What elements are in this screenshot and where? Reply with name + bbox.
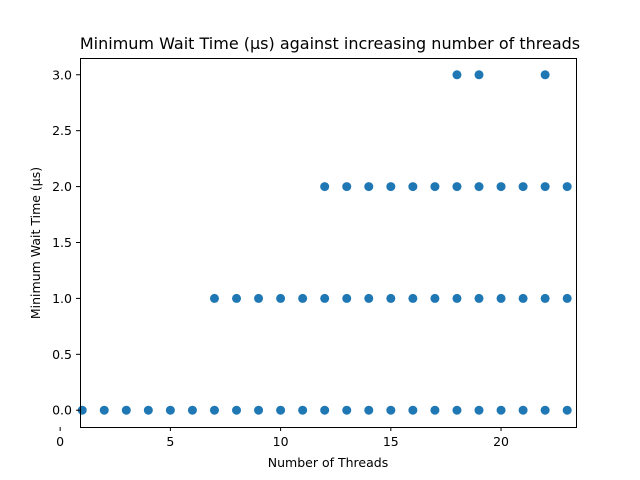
data-point <box>540 70 550 80</box>
data-point <box>430 293 440 303</box>
data-point <box>452 70 462 80</box>
data-point <box>121 405 131 415</box>
data-point <box>496 293 506 303</box>
x-tick-label: 0 <box>56 434 64 449</box>
points-layer <box>77 70 572 415</box>
data-point <box>232 293 242 303</box>
data-point <box>298 405 308 415</box>
data-point <box>364 182 374 192</box>
x-axis-label: Number of Threads <box>268 455 388 470</box>
y-tick-label: 1.0 <box>52 291 72 306</box>
data-point <box>320 182 330 192</box>
data-point <box>320 293 330 303</box>
y-tick-label: 3.0 <box>52 67 72 82</box>
data-point <box>540 293 550 303</box>
data-point <box>386 182 396 192</box>
data-point <box>254 293 264 303</box>
data-point <box>452 182 462 192</box>
data-point <box>342 293 352 303</box>
data-point <box>408 182 418 192</box>
data-point <box>99 405 109 415</box>
data-point <box>276 293 286 303</box>
chart-title: Minimum Wait Time (µs) against increasin… <box>80 34 580 53</box>
data-point <box>540 182 550 192</box>
data-point <box>254 405 264 415</box>
data-point <box>518 293 528 303</box>
plot-frame <box>80 58 577 428</box>
data-point <box>187 405 197 415</box>
data-point <box>342 405 352 415</box>
y-tick-label: 0.5 <box>52 347 72 362</box>
data-point <box>77 405 87 415</box>
data-point <box>452 405 462 415</box>
data-point <box>496 182 506 192</box>
y-axis-label: Minimum Wait Time (µs) <box>28 167 43 319</box>
y-axis: 0.0 0.5 1.0 1.5 2.0 2.5 3.0 <box>52 67 80 418</box>
y-tick-label: 2.5 <box>52 123 72 138</box>
x-tick-label: 15 <box>383 434 399 449</box>
data-point <box>562 293 572 303</box>
data-point <box>386 405 396 415</box>
data-point <box>364 405 374 415</box>
data-point <box>232 405 242 415</box>
data-point <box>143 405 153 415</box>
data-point <box>452 293 462 303</box>
data-point <box>474 182 484 192</box>
data-point <box>364 293 374 303</box>
x-axis: 0 5 10 15 20 <box>56 427 509 449</box>
data-point <box>386 293 396 303</box>
data-point <box>540 405 550 415</box>
y-tick-label: 1.5 <box>52 235 72 250</box>
data-point <box>165 405 175 415</box>
data-point <box>518 405 528 415</box>
data-point <box>209 293 219 303</box>
data-point <box>430 405 440 415</box>
x-tick-label: 10 <box>273 434 289 449</box>
y-tick-label: 2.0 <box>52 179 72 194</box>
data-point <box>562 182 572 192</box>
data-point <box>562 405 572 415</box>
data-point <box>474 293 484 303</box>
data-point <box>430 182 440 192</box>
data-point <box>209 405 219 415</box>
data-point <box>474 70 484 80</box>
x-tick-label: 20 <box>493 434 509 449</box>
data-point <box>518 182 528 192</box>
data-point <box>474 405 484 415</box>
data-point <box>298 293 308 303</box>
data-point <box>496 405 506 415</box>
data-point <box>276 405 286 415</box>
x-tick-label: 5 <box>166 434 174 449</box>
data-point <box>408 293 418 303</box>
y-tick-label: 0.0 <box>52 403 72 418</box>
data-point <box>408 405 418 415</box>
data-point <box>342 182 352 192</box>
data-point <box>320 405 330 415</box>
